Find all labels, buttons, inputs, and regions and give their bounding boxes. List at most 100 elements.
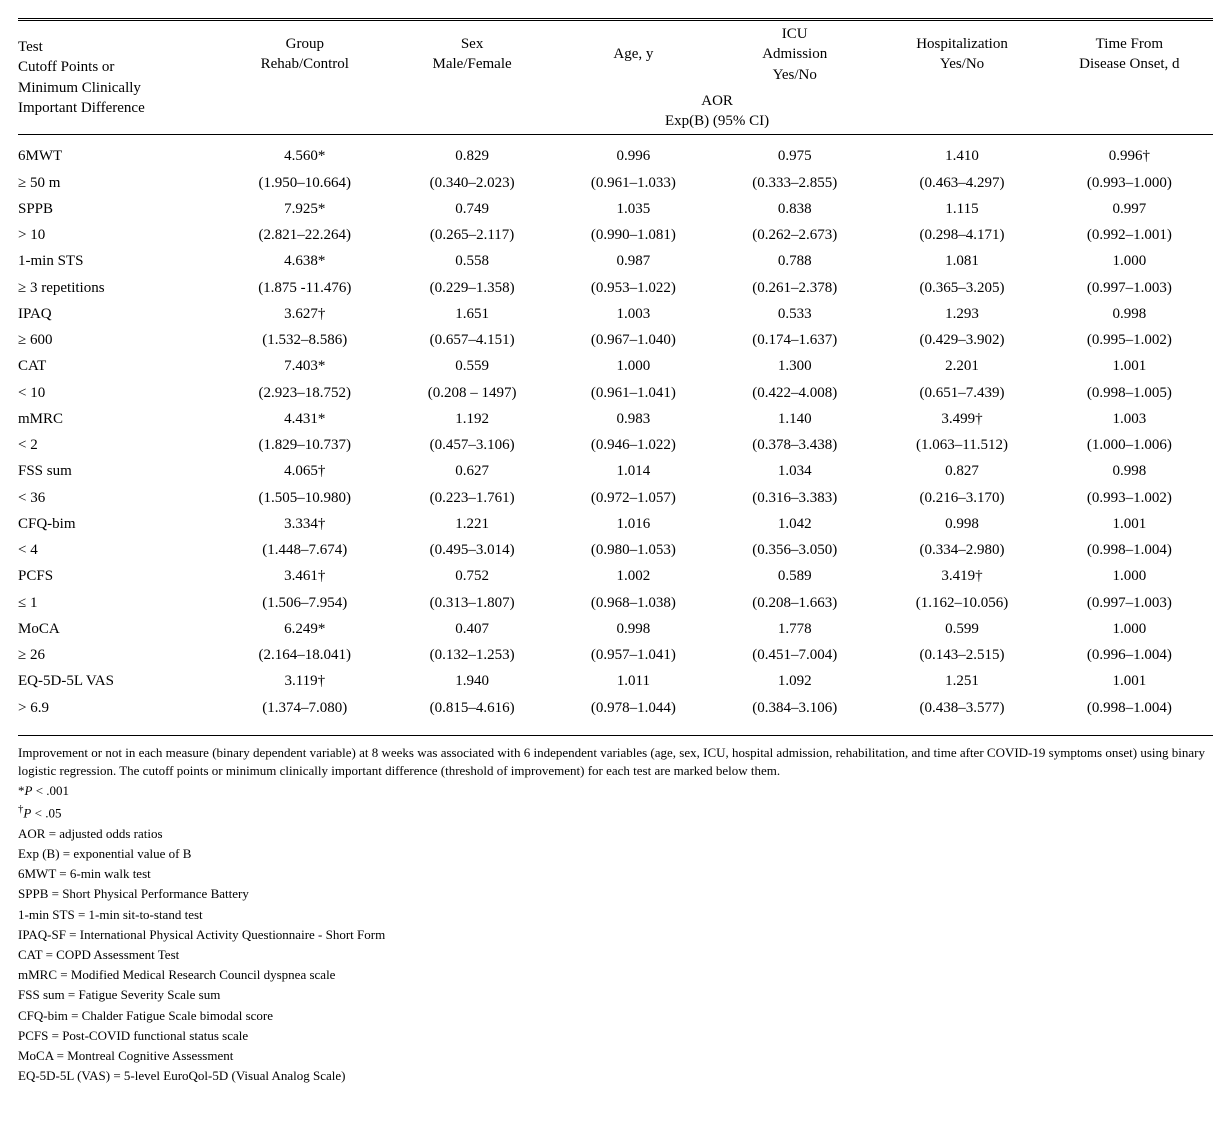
table-row: FSS sum4.065†0.6271.0141.0340.8270.998 (18, 458, 1213, 484)
sub-line1: AOR (701, 93, 733, 109)
table-row: < 4(1.448–7.674)(0.495–3.014)(0.980–1.05… (18, 537, 1213, 563)
cell-sex-ci: (0.132–1.253) (388, 642, 555, 668)
col1-line1: Test (18, 39, 43, 55)
cell-age-v: 0.998 (556, 616, 711, 642)
cell-group-v: 3.461† (221, 563, 388, 589)
cell-hosp-v: 1.293 (878, 301, 1045, 327)
cell-icu-v: 0.975 (711, 143, 878, 169)
cell-sex-ci: (0.313–1.807) (388, 590, 555, 616)
cell-sex-v: 0.749 (388, 196, 555, 222)
cell-hosp-ci: (0.298–4.171) (878, 222, 1045, 248)
cell-sex-v: 0.829 (388, 143, 555, 169)
cell-age-v: 1.016 (556, 511, 711, 537)
cell-icu-v: 0.788 (711, 248, 878, 274)
col3-line1: Sex (461, 36, 484, 52)
cell-time-v: 1.000 (1046, 616, 1213, 642)
cell-icu-ci: (0.333–2.855) (711, 170, 878, 196)
cell-group-ci: (1.506–7.954) (221, 590, 388, 616)
cell-age-v: 1.000 (556, 353, 711, 379)
cell-time-ci: (0.998–1.004) (1046, 695, 1213, 721)
cell-cutoff: < 10 (18, 380, 221, 406)
cell-sex-v: 1.651 (388, 301, 555, 327)
cell-hosp-v: 0.998 (878, 511, 1045, 537)
cell-age-v: 0.983 (556, 406, 711, 432)
cell-age-ci: (0.946–1.022) (556, 432, 711, 458)
cell-time-ci: (1.000–1.006) (1046, 432, 1213, 458)
cell-sex-v: 0.558 (388, 248, 555, 274)
table-row: < 2(1.829–10.737)(0.457–3.106)(0.946–1.0… (18, 432, 1213, 458)
cell-group-v: 3.627† (221, 301, 388, 327)
cell-icu-ci: (0.261–2.378) (711, 275, 878, 301)
cell-sex-ci: (0.223–1.761) (388, 485, 555, 511)
table-row: EQ-5D-5L VAS3.119†1.9401.0111.0921.2511.… (18, 668, 1213, 694)
cell-icu-ci: (0.316–3.383) (711, 485, 878, 511)
cell-icu-ci: (0.262–2.673) (711, 222, 878, 248)
cell-cutoff: ≥ 3 repetitions (18, 275, 221, 301)
table-header: Test Cutoff Points or Minimum Clinically… (18, 20, 1213, 135)
cell-sex-ci: (0.229–1.358) (388, 275, 555, 301)
cell-time-v: 1.003 (1046, 406, 1213, 432)
cell-age-v: 1.014 (556, 458, 711, 484)
table-row: PCFS3.461†0.7521.0020.5893.419†1.000 (18, 563, 1213, 589)
cell-group-v: 7.925* (221, 196, 388, 222)
cell-group-ci: (2.164–18.041) (221, 642, 388, 668)
cell-age-ci: (0.978–1.044) (556, 695, 711, 721)
col2-line2: Rehab/Control (261, 56, 349, 72)
cell-hosp-ci: (0.651–7.439) (878, 380, 1045, 406)
cell-age-ci: (0.967–1.040) (556, 327, 711, 353)
cell-icu-v: 0.589 (711, 563, 878, 589)
cell-age-ci: (0.990–1.081) (556, 222, 711, 248)
cell-sex-v: 0.559 (388, 353, 555, 379)
cell-group-v: 4.431* (221, 406, 388, 432)
cell-cutoff: < 36 (18, 485, 221, 511)
cell-group-ci: (1.950–10.664) (221, 170, 388, 196)
footnote-line: SPPB = Short Physical Performance Batter… (18, 885, 1213, 903)
cell-icu-v: 1.778 (711, 616, 878, 642)
col1-line2: Cutoff Points or (18, 59, 114, 75)
cell-hosp-ci: (1.063–11.512) (878, 432, 1045, 458)
footnote-line: CAT = COPD Assessment Test (18, 946, 1213, 964)
col1-line3: Minimum Clinically (18, 80, 141, 96)
cell-hosp-v: 2.201 (878, 353, 1045, 379)
cell-age-ci: (0.961–1.041) (556, 380, 711, 406)
cell-time-v: 1.000 (1046, 563, 1213, 589)
cell-test: IPAQ (18, 301, 221, 327)
col5-line3: Yes/No (773, 67, 817, 83)
cell-time-v: 1.000 (1046, 248, 1213, 274)
table-row: IPAQ3.627†1.6511.0030.5331.2930.998 (18, 301, 1213, 327)
cell-group-v: 3.334† (221, 511, 388, 537)
cell-hosp-ci: (0.429–3.902) (878, 327, 1045, 353)
cell-cutoff: ≥ 50 m (18, 170, 221, 196)
cell-time-v: 1.001 (1046, 353, 1213, 379)
footnote-p05: †P < .05 (18, 802, 1213, 823)
cell-test: PCFS (18, 563, 221, 589)
cell-hosp-ci: (0.334–2.980) (878, 537, 1045, 563)
cell-test: 6MWT (18, 143, 221, 169)
cell-hosp-v: 1.081 (878, 248, 1045, 274)
cell-time-v: 0.997 (1046, 196, 1213, 222)
cell-cutoff: < 4 (18, 537, 221, 563)
table-body: 6MWT4.560*0.8290.9960.9751.4100.996†≥ 50… (18, 135, 1213, 721)
cell-age-v: 1.011 (556, 668, 711, 694)
cell-sex-v: 0.407 (388, 616, 555, 642)
col7-line2: Disease Onset, d (1079, 56, 1179, 72)
cell-sex-v: 1.192 (388, 406, 555, 432)
footnotes: Improvement or not in each measure (bina… (18, 735, 1213, 1086)
cell-time-ci: (0.998–1.004) (1046, 537, 1213, 563)
cell-icu-ci: (0.384–3.106) (711, 695, 878, 721)
table-row: ≥ 50 m(1.950–10.664)(0.340–2.023)(0.961–… (18, 170, 1213, 196)
footnote-line: CFQ-bim = Chalder Fatigue Scale bimodal … (18, 1007, 1213, 1025)
cell-hosp-ci: (1.162–10.056) (878, 590, 1045, 616)
cell-sex-v: 1.221 (388, 511, 555, 537)
cell-test: mMRC (18, 406, 221, 432)
cell-sex-ci: (0.457–3.106) (388, 432, 555, 458)
cell-hosp-ci: (0.438–3.577) (878, 695, 1045, 721)
footnote-line: EQ-5D-5L (VAS) = 5-level EuroQol-5D (Vis… (18, 1067, 1213, 1085)
cell-age-v: 0.996 (556, 143, 711, 169)
cell-cutoff: ≤ 1 (18, 590, 221, 616)
cell-test: FSS sum (18, 458, 221, 484)
cell-test: CAT (18, 353, 221, 379)
cell-cutoff: > 10 (18, 222, 221, 248)
cell-group-v: 3.119† (221, 668, 388, 694)
cell-icu-v: 1.300 (711, 353, 878, 379)
